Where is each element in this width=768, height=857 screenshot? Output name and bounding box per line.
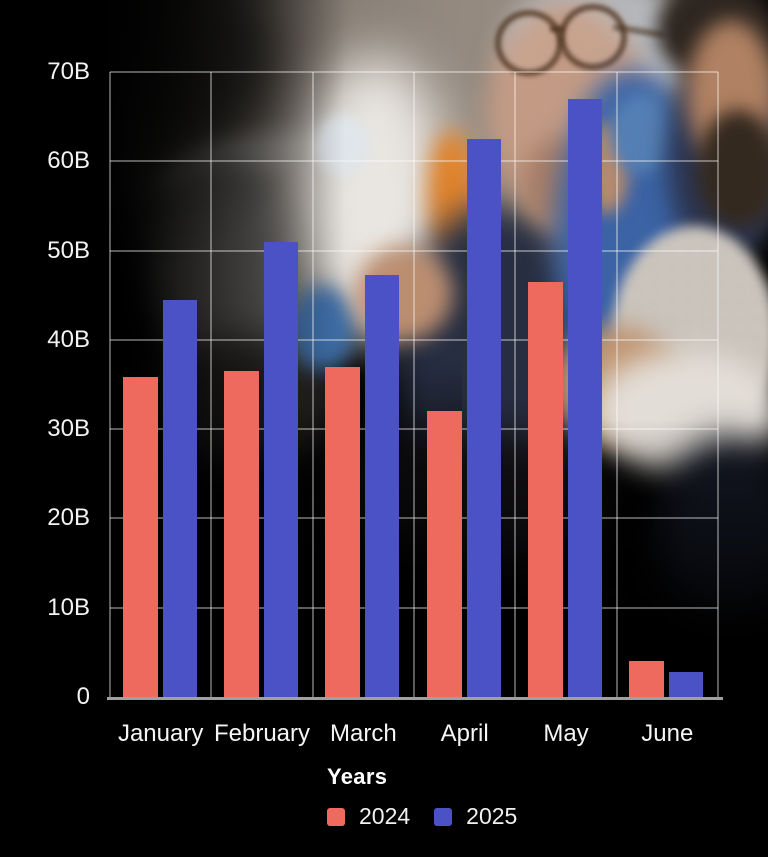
legend-item-2025: 2025: [434, 803, 517, 830]
y-tick-60B: 60B: [47, 147, 90, 175]
gridline-h-10B: [110, 606, 718, 609]
y-tick-10B: 10B: [47, 593, 90, 621]
glasses-bridge: [550, 26, 564, 32]
bar-may-2025: [568, 98, 602, 697]
bar-may-2024: [528, 281, 563, 697]
x-tick-april: April: [440, 720, 489, 747]
bar-january-2024: [122, 377, 158, 697]
gridline-h-20B: [110, 517, 718, 520]
bar-april-2025: [466, 138, 501, 697]
gridline-v-5: [615, 72, 618, 697]
x-tick-june: June: [641, 720, 694, 747]
y-tick-40B: 40B: [47, 325, 90, 353]
bar-march-2025: [365, 274, 400, 697]
photo-younger-man-beard: [697, 110, 768, 228]
legend-label-2025: 2025: [466, 803, 518, 829]
x-tick-march: March: [329, 720, 397, 747]
bar-february-2025: [264, 241, 298, 697]
bar-march-2024: [325, 366, 361, 697]
bar-june-2025: [669, 672, 704, 697]
bar-june-2024: [629, 661, 665, 697]
gridline-h-50B: [110, 249, 718, 252]
legend-items: 2024 2025: [327, 803, 517, 830]
gridline-v-4: [514, 72, 517, 697]
bar-april-2024: [426, 411, 462, 697]
legend: Years 2024 2025: [327, 764, 517, 830]
y-tick-70B: 70B: [47, 58, 90, 85]
bar-january-2025: [162, 299, 197, 697]
y-tick-20B: 20B: [47, 504, 90, 532]
gridline-v-1: [210, 72, 213, 697]
legend-label-2024: 2024: [359, 803, 411, 829]
gridline-h-60B: [110, 160, 718, 163]
y-tick-30B: 30B: [47, 415, 90, 443]
gridline-v-3: [413, 72, 415, 697]
photo-denim-sleeve: [290, 286, 354, 372]
glasses-left-lens: [495, 10, 563, 76]
gridline-h-30B: [110, 428, 718, 431]
gridline-v-0: [109, 72, 111, 697]
gridline-v-2: [311, 72, 314, 697]
legend-swatch-2025: [434, 807, 453, 826]
y-tick-50B: 50B: [47, 236, 90, 264]
legend-title: Years: [327, 764, 388, 789]
gridline-v-6: [717, 72, 719, 697]
gridline-h-70B: [110, 71, 718, 73]
legend-item-2024: 2024: [327, 803, 410, 830]
glasses-right-lens: [559, 4, 627, 70]
y-tick-0: 0: [76, 683, 90, 710]
x-tick-may: May: [543, 720, 589, 747]
x-tick-january: January: [117, 720, 204, 747]
photo-round-object: [315, 115, 370, 175]
x-axis-baseline: [107, 697, 723, 700]
x-tick-february: February: [213, 720, 311, 747]
photo-shirt-collar: [610, 92, 672, 174]
legend-swatch-2024: [327, 807, 345, 826]
bar-february-2024: [224, 371, 259, 697]
gridline-h-40B: [110, 338, 718, 341]
